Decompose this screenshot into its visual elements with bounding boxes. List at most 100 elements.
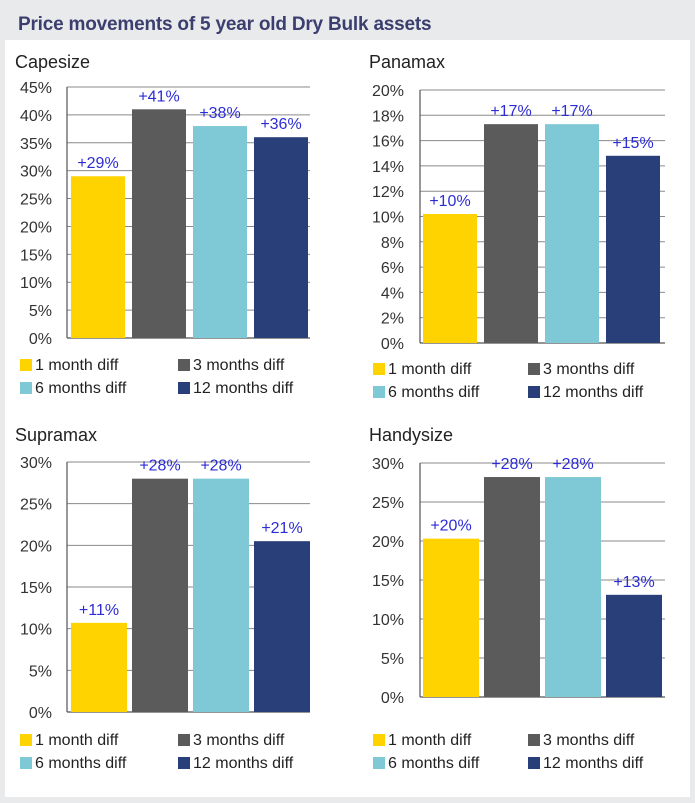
panamax-ytick-label: 8% — [381, 235, 404, 252]
capesize-ytick-label: 40% — [20, 108, 52, 125]
panamax-ytick-label: 16% — [372, 134, 404, 151]
capesize-ytick-label: 0% — [29, 331, 52, 348]
supramax-legend-label-1: 1 month diff — [35, 732, 119, 749]
panamax-legend-label-2: 3 months diff — [543, 361, 635, 378]
panamax-ytick-label: 20% — [372, 83, 404, 100]
header-band: Price movements of 5 year old Dry Bulk a… — [5, 6, 690, 40]
panamax-ytick-label: 6% — [381, 260, 404, 277]
panamax-data-label-1: +10% — [429, 193, 470, 210]
supramax-legend-swatch-3 — [20, 757, 32, 769]
handysize-title: Handysize — [369, 425, 453, 445]
supramax-ytick-label: 20% — [20, 538, 52, 555]
supramax-legend-label-3: 6 months diff — [35, 755, 127, 772]
capesize-legend-label-1: 1 month diff — [35, 357, 119, 374]
capesize-bar-2 — [132, 109, 186, 338]
panamax-legend-label-4: 12 months diff — [543, 384, 644, 401]
capesize-ytick-label: 5% — [29, 303, 52, 320]
supramax-legend-label-2: 3 months diff — [193, 732, 285, 749]
supramax-legend-swatch-1 — [20, 734, 32, 746]
capesize-legend-label-3: 6 months diff — [35, 380, 127, 397]
capesize-legend-swatch-3 — [20, 382, 32, 394]
handysize-legend-swatch-4 — [528, 757, 540, 769]
supramax-ytick-label: 5% — [29, 663, 52, 680]
panamax-data-label-3: +17% — [551, 103, 592, 120]
capesize-ytick-label: 15% — [20, 247, 52, 264]
supramax-ytick-label: 10% — [20, 622, 52, 639]
capesize-bar-3 — [193, 126, 247, 339]
panamax-legend-label-3: 6 months diff — [388, 384, 480, 401]
supramax-title: Supramax — [15, 425, 97, 445]
panamax-ytick-label: 18% — [372, 108, 404, 125]
panamax-legend-swatch-1 — [373, 363, 385, 375]
supramax-ytick-label: 0% — [29, 705, 52, 722]
capesize-bar-4 — [254, 137, 308, 338]
handysize-legend-label-3: 6 months diff — [388, 755, 480, 772]
panamax-ytick-label: 0% — [381, 336, 404, 353]
supramax-data-label-2: +28% — [139, 458, 180, 475]
supramax-ytick-label: 15% — [20, 580, 52, 597]
capesize-ytick-label: 35% — [20, 136, 52, 153]
panamax-title: Panamax — [369, 52, 445, 72]
handysize-legend-swatch-2 — [528, 734, 540, 746]
handysize-legend-label-2: 3 months diff — [543, 732, 635, 749]
panamax-legend-label-1: 1 month diff — [388, 361, 472, 378]
panamax-ytick-label: 10% — [372, 210, 404, 227]
handysize-ytick-label: 15% — [372, 573, 404, 590]
capesize-data-label-1: +29% — [77, 155, 118, 172]
supramax-data-label-1: +11% — [79, 602, 119, 619]
capesize-title: Capesize — [15, 52, 90, 72]
page-title: Price movements of 5 year old Dry Bulk a… — [18, 14, 432, 35]
handysize-ytick-label: 5% — [381, 651, 404, 668]
supramax-legend-swatch-2 — [178, 734, 190, 746]
panamax-legend-swatch-4 — [528, 386, 540, 398]
capesize-data-label-2: +41% — [138, 88, 179, 105]
handysize-ytick-label: 30% — [372, 456, 404, 473]
panamax-legend-swatch-2 — [528, 363, 540, 375]
supramax-ytick-label: 25% — [20, 497, 52, 514]
handysize-bar-4 — [606, 594, 662, 697]
panamax-data-label-2: +17% — [490, 103, 531, 120]
handysize-data-label-1: +20% — [430, 518, 471, 535]
handysize-data-label-2: +28% — [491, 456, 532, 473]
supramax-bar-4 — [254, 541, 310, 712]
capesize-data-label-4: +36% — [260, 116, 301, 133]
capesize-legend-swatch-4 — [178, 382, 190, 394]
handysize-ytick-label: 20% — [372, 534, 404, 551]
panamax-ytick-label: 12% — [372, 184, 404, 201]
handysize-legend-swatch-1 — [373, 734, 385, 746]
panamax-legend-swatch-3 — [373, 386, 385, 398]
handysize-legend-swatch-3 — [373, 757, 385, 769]
handysize-ytick-label: 10% — [372, 612, 404, 629]
panamax-ytick-label: 4% — [381, 285, 404, 302]
panamax-data-label-4: +15% — [612, 135, 653, 152]
handysize-legend-label-4: 12 months diff — [543, 755, 644, 772]
supramax-legend-label-4: 12 months diff — [193, 755, 294, 772]
capesize-ytick-label: 30% — [20, 164, 52, 181]
supramax-bar-2 — [132, 478, 188, 712]
capesize-data-label-3: +38% — [199, 105, 240, 122]
supramax-bar-1 — [71, 622, 127, 712]
handysize-legend-label-1: 1 month diff — [388, 732, 472, 749]
handysize-bar-2 — [484, 477, 540, 697]
capesize-ytick-label: 45% — [20, 80, 52, 97]
panamax-bar-4 — [606, 155, 660, 343]
handysize-data-label-4: +13% — [613, 574, 654, 591]
handysize-bar-1 — [423, 538, 479, 697]
handysize-ytick-label: 25% — [372, 495, 404, 512]
supramax-data-label-3: +28% — [200, 458, 241, 475]
capesize-legend-label-4: 12 months diff — [193, 380, 294, 397]
handysize-ytick-label: 0% — [381, 690, 404, 707]
capesize-legend-swatch-1 — [20, 359, 32, 371]
capesize-legend-swatch-2 — [178, 359, 190, 371]
capesize-legend-label-2: 3 months diff — [193, 357, 285, 374]
panamax-bar-2 — [484, 124, 538, 343]
handysize-bar-3 — [545, 477, 601, 697]
panamax-bar-3 — [545, 124, 599, 343]
panamax-ytick-label: 2% — [381, 311, 404, 328]
panamax-bar-1 — [423, 213, 477, 343]
panamax-ytick-label: 14% — [372, 159, 404, 176]
capesize-bar-1 — [71, 176, 125, 338]
supramax-data-label-4: +21% — [261, 520, 302, 537]
supramax-bar-3 — [193, 478, 249, 712]
